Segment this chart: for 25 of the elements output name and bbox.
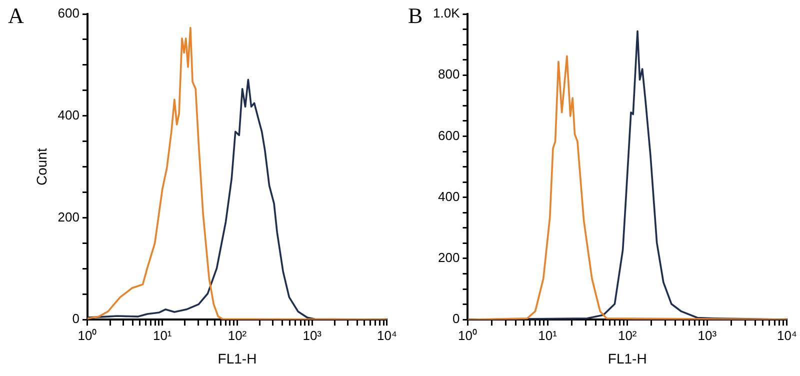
- x-axis-title: FL1-H: [218, 350, 257, 366]
- y-tick-label: 600: [58, 6, 80, 21]
- x-tick-label: 10²: [228, 328, 248, 343]
- x-tick-label: 10⁰: [78, 328, 98, 343]
- x-tick-label: 10¹: [152, 328, 172, 343]
- y-axis-title: Count: [33, 148, 50, 186]
- y-tick-label: 0: [72, 311, 80, 326]
- y-tick-label: 200: [58, 209, 80, 224]
- x-axis-title: FL1-H: [608, 350, 647, 366]
- y-tick-label: 1.0K: [432, 6, 460, 21]
- x-tick-label: 10³: [302, 328, 322, 343]
- x-tick-label: 10¹: [538, 328, 558, 343]
- chart-title: B: [408, 3, 423, 28]
- y-tick-label: 200: [438, 250, 460, 266]
- x-tick-label: 10²: [618, 328, 638, 343]
- y-tick-label: 800: [438, 66, 460, 82]
- y-tick-label: 400: [58, 107, 80, 122]
- y-tick-label: 400: [438, 188, 460, 204]
- x-tick-label: 10⁰: [458, 328, 478, 343]
- x-tick-label: 10³: [698, 328, 718, 343]
- x-tick-label: 10⁴: [776, 328, 797, 343]
- y-tick-label: 600: [438, 128, 460, 143]
- x-tick-label: 10⁴: [376, 328, 397, 343]
- y-tick-label: 0: [452, 311, 460, 326]
- chart-title: A: [8, 3, 24, 28]
